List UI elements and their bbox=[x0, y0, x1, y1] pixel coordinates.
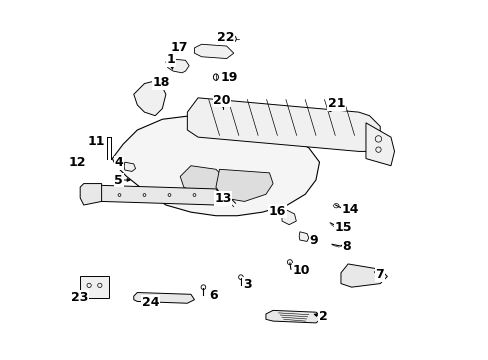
Text: 21: 21 bbox=[327, 98, 345, 111]
Text: 2: 2 bbox=[318, 310, 327, 323]
Polygon shape bbox=[194, 44, 233, 59]
Text: 18: 18 bbox=[152, 76, 170, 89]
Text: 22: 22 bbox=[216, 31, 234, 44]
Text: 7: 7 bbox=[374, 268, 383, 281]
Text: 13: 13 bbox=[214, 192, 231, 205]
Text: 20: 20 bbox=[213, 94, 230, 107]
Text: 12: 12 bbox=[69, 156, 86, 169]
Text: 4: 4 bbox=[114, 156, 123, 169]
Text: 15: 15 bbox=[334, 221, 352, 234]
Polygon shape bbox=[124, 162, 135, 171]
Text: 14: 14 bbox=[341, 203, 359, 216]
Polygon shape bbox=[282, 208, 296, 225]
Polygon shape bbox=[112, 116, 319, 216]
Polygon shape bbox=[265, 310, 323, 323]
Text: 24: 24 bbox=[142, 296, 159, 309]
Polygon shape bbox=[180, 166, 226, 194]
Text: 9: 9 bbox=[309, 234, 318, 247]
Text: 10: 10 bbox=[292, 264, 309, 276]
Text: 11: 11 bbox=[87, 135, 105, 148]
Text: 1: 1 bbox=[166, 54, 175, 67]
Polygon shape bbox=[365, 123, 394, 166]
Polygon shape bbox=[134, 80, 165, 116]
Polygon shape bbox=[165, 59, 189, 73]
Polygon shape bbox=[340, 264, 386, 287]
Polygon shape bbox=[134, 293, 194, 303]
Text: 3: 3 bbox=[243, 278, 251, 291]
Polygon shape bbox=[94, 185, 223, 205]
Polygon shape bbox=[187, 98, 380, 152]
Text: 16: 16 bbox=[268, 204, 285, 217]
Text: 17: 17 bbox=[170, 41, 187, 54]
Text: 5: 5 bbox=[114, 174, 123, 186]
Text: 23: 23 bbox=[71, 291, 88, 304]
Polygon shape bbox=[299, 232, 308, 242]
Text: 6: 6 bbox=[209, 288, 217, 302]
Polygon shape bbox=[216, 169, 272, 202]
Polygon shape bbox=[80, 276, 108, 298]
Text: 19: 19 bbox=[220, 71, 237, 84]
Text: 8: 8 bbox=[342, 240, 350, 253]
Polygon shape bbox=[80, 184, 102, 205]
